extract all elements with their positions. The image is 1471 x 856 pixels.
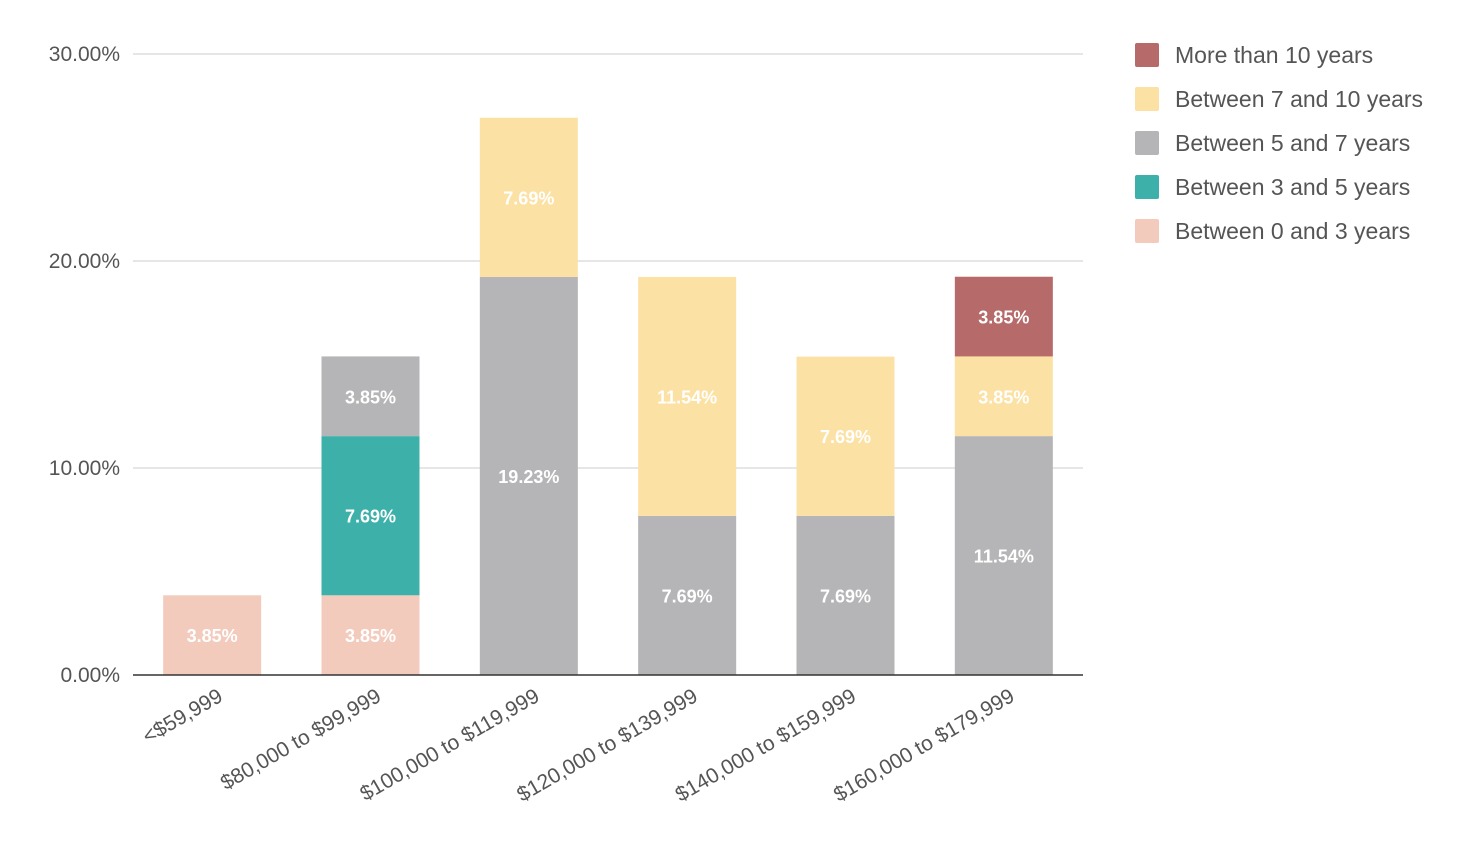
- bar-segment: [954, 436, 1053, 675]
- legend-label: More than 10 years: [1175, 42, 1373, 68]
- data-label: 3.85%: [345, 387, 396, 407]
- bar-segment: [321, 595, 420, 675]
- bar-segment: [796, 356, 895, 516]
- data-label: 7.69%: [503, 188, 554, 208]
- legend: More than 10 years Between 7 and 10 years…: [1135, 42, 1423, 244]
- legend-label: Between 3 and 5 years: [1175, 174, 1410, 200]
- legend-swatch: [1135, 131, 1159, 155]
- data-label: 3.85%: [345, 626, 396, 646]
- bar-segment: [954, 276, 1053, 357]
- y-axis: 0.00% 10.00% 20.00% 30.00%: [49, 43, 120, 687]
- bar-segment: [321, 356, 420, 437]
- bar-segment: [638, 276, 737, 516]
- data-label: 11.54%: [657, 387, 717, 407]
- legend-label: Between 5 and 7 years: [1175, 130, 1410, 156]
- x-tick-label: <$59,999: [139, 684, 227, 748]
- bars: 3.85% 3.85% 7.69% 3.85% 19.23% 7.69% 7.69% 11.5…: [133, 117, 1083, 676]
- data-label: 3.85%: [978, 308, 1029, 328]
- bar-segment: [321, 436, 420, 596]
- x-tick-label: $80,000 to $99,999: [217, 684, 385, 794]
- legend-swatch: [1135, 175, 1159, 199]
- x-axis: <$59,999$80,000 to $99,999$100,000 to $1…: [139, 684, 1019, 806]
- bar-segment: [796, 515, 895, 675]
- bar-segment: [163, 595, 262, 675]
- bar-segment: [479, 276, 578, 675]
- y-tick-label: 30.00%: [49, 43, 120, 66]
- bar-segment: [479, 117, 578, 277]
- legend-swatch: [1135, 219, 1159, 243]
- data-label: 11.54%: [974, 547, 1034, 567]
- data-label: 3.85%: [187, 626, 238, 646]
- legend-label: Between 7 and 10 years: [1175, 86, 1423, 112]
- data-label: 3.85%: [978, 387, 1029, 407]
- data-label: 7.69%: [345, 507, 396, 527]
- data-label: 7.69%: [820, 586, 871, 606]
- bar-segment: [638, 515, 737, 675]
- data-label: 7.69%: [662, 586, 713, 606]
- y-tick-label: 0.00%: [60, 664, 120, 687]
- legend-swatch: [1135, 43, 1159, 67]
- data-label: 19.23%: [498, 467, 559, 487]
- legend-swatch: [1135, 87, 1159, 111]
- data-label: 7.69%: [820, 427, 871, 447]
- legend-label: Between 0 and 3 years: [1175, 218, 1410, 244]
- gridlines: [133, 53, 1083, 469]
- bar-segment: [954, 356, 1053, 437]
- y-tick-label: 10.00%: [49, 457, 120, 480]
- y-tick-label: 20.00%: [49, 250, 120, 273]
